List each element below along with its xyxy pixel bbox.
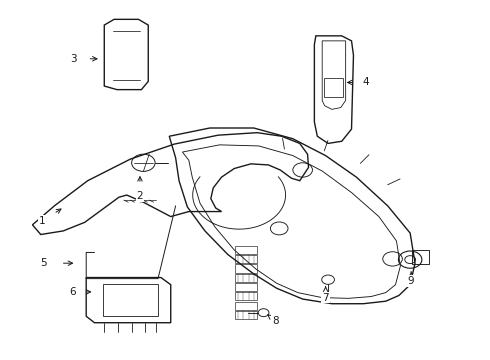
Text: 1: 1 xyxy=(39,216,46,226)
Text: 6: 6 xyxy=(70,287,76,297)
Text: 7: 7 xyxy=(322,293,329,303)
Text: 4: 4 xyxy=(363,77,369,87)
Text: 9: 9 xyxy=(408,276,415,286)
Text: 5: 5 xyxy=(40,258,47,268)
Text: 8: 8 xyxy=(272,316,279,325)
Text: 2: 2 xyxy=(137,191,143,201)
Text: 3: 3 xyxy=(70,54,76,64)
